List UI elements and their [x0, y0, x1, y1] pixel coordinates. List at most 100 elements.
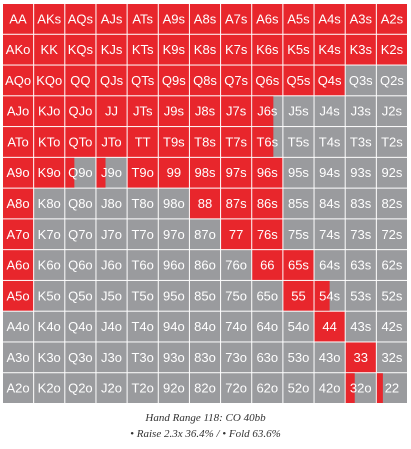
chart-legend: • Raise 2.3x 36.4% / • Fold 63.6%	[130, 428, 281, 440]
hand-label: 32s	[381, 350, 402, 365]
hand-cell-75o: 75o	[221, 280, 252, 311]
hand-cell-bg	[221, 219, 252, 250]
hand-cell-K5o: K5o	[34, 280, 65, 311]
hand-cell-bg	[252, 311, 283, 342]
hand-label: Q5s	[287, 73, 311, 88]
hand-label: Q9o	[68, 165, 93, 180]
hand-cell-T3s: T3s	[345, 127, 376, 157]
hand-cell-63s: 63s	[345, 250, 376, 280]
hand-label: 87o	[194, 227, 216, 242]
hand-label: A3s	[350, 11, 373, 26]
hand-cell-bg	[3, 127, 34, 157]
hand-label: A6s	[256, 11, 279, 26]
hand-cell-bg	[189, 96, 221, 127]
hand-cell-T9o: T9o	[127, 157, 158, 188]
hand-cell-bg	[3, 4, 34, 34]
hand-cell-42o: 42o	[314, 373, 345, 403]
hand-cell-KTo: KTo	[34, 127, 65, 157]
hand-cell-K6s: K6s	[252, 34, 283, 65]
hand-cell-92s: 92s	[376, 157, 407, 188]
hand-label: A9o	[7, 165, 30, 180]
hand-cell-bg	[34, 96, 65, 127]
hand-label: 66	[260, 258, 274, 273]
hand-cell-Q9o: Q9o	[65, 157, 96, 188]
hand-cell-bg	[3, 157, 34, 188]
hand-cell-bg	[34, 65, 65, 96]
hand-cell-bg	[314, 250, 345, 280]
hand-cell-J4o: J4o	[96, 311, 127, 342]
hand-cell-93s: 93s	[345, 157, 376, 188]
hand-label: 54s	[319, 288, 340, 303]
hand-cell-bg	[127, 250, 158, 280]
hand-cell-44: 44	[314, 311, 345, 342]
hand-cell-83s: 83s	[345, 188, 376, 219]
hand-label: 84s	[319, 196, 340, 211]
hand-cell-bg	[127, 96, 158, 127]
hand-label: 98s	[195, 165, 216, 180]
hand-cell-Q6s: Q6s	[252, 65, 283, 96]
hand-label: J3s	[351, 104, 372, 119]
hand-label: A5s	[287, 11, 310, 26]
hand-label: 77	[229, 227, 243, 242]
hand-label: KJo	[38, 104, 60, 119]
hand-cell-AA: AA	[3, 4, 34, 34]
hand-cell-bg	[189, 311, 221, 342]
hand-cell-bg	[252, 34, 283, 65]
hand-cell-bg	[314, 96, 345, 127]
hand-label: TT	[135, 134, 151, 149]
hand-cell-bg	[34, 250, 65, 280]
hand-cell-bg	[189, 250, 221, 280]
hand-cell-KQo: KQo	[34, 65, 65, 96]
hand-label: J7s	[226, 104, 247, 119]
hand-cell-T2o: T2o	[127, 373, 158, 403]
hand-cell-52s: 52s	[376, 280, 407, 311]
hand-cell-JJ: JJ	[96, 96, 127, 127]
hand-cell-86s: 86s	[252, 188, 283, 219]
hand-cell-74s: 74s	[314, 219, 345, 250]
hand-cell-K7s: K7s	[221, 34, 252, 65]
hand-label: 32o	[350, 381, 372, 396]
hand-cell-53s: 53s	[345, 280, 376, 311]
hand-cell-76o: 76o	[221, 250, 252, 280]
hand-cell-T8o: T8o	[127, 188, 158, 219]
hand-label: J2o	[101, 381, 122, 396]
hand-label: 42s	[381, 319, 402, 334]
hand-cell-bg	[127, 127, 158, 157]
hand-cell-bg	[127, 342, 158, 373]
hand-cell-bg	[376, 342, 407, 373]
hand-cell-ATs: ATs	[127, 4, 158, 34]
hand-cell-52o: 52o	[283, 373, 314, 403]
hand-cell-AQo: AQo	[3, 65, 34, 96]
hand-cell-bg	[158, 96, 189, 127]
hand-label: T6o	[131, 258, 153, 273]
hand-cell-bg	[127, 219, 158, 250]
hand-label: J5s	[288, 104, 309, 119]
hand-cell-bg	[283, 280, 314, 311]
hand-cell-J8o: J8o	[96, 188, 127, 219]
hand-cell-bg	[158, 127, 189, 157]
hand-cell-A8o: A8o	[3, 188, 34, 219]
hand-label: Q5o	[68, 288, 93, 303]
hand-label: 95s	[288, 165, 309, 180]
hand-label: 43o	[319, 350, 341, 365]
hand-cell-96s: 96s	[252, 157, 283, 188]
hand-label: K6s	[256, 42, 279, 57]
hand-label: 75s	[288, 227, 309, 242]
hand-label: AKs	[37, 11, 61, 26]
hand-cell-raise-part	[252, 96, 274, 127]
hand-cell-bg	[221, 373, 252, 403]
hand-label: AQo	[5, 73, 31, 88]
hand-cell-T6s: T6s	[252, 127, 283, 157]
hand-cell-bg	[127, 373, 158, 403]
hand-label: 63o	[256, 350, 278, 365]
hand-label: T3s	[350, 134, 372, 149]
hand-cell-bg	[376, 34, 407, 65]
hand-cell-bg	[221, 127, 252, 157]
hand-cell-54o: 54o	[283, 311, 314, 342]
hand-cell-bg	[252, 373, 283, 403]
hand-label: T7o	[131, 227, 153, 242]
hand-cell-A4o: A4o	[3, 311, 34, 342]
hand-cell-bg	[127, 157, 158, 188]
hand-cell-raise-part	[376, 373, 383, 403]
hand-cell-bg	[65, 342, 96, 373]
